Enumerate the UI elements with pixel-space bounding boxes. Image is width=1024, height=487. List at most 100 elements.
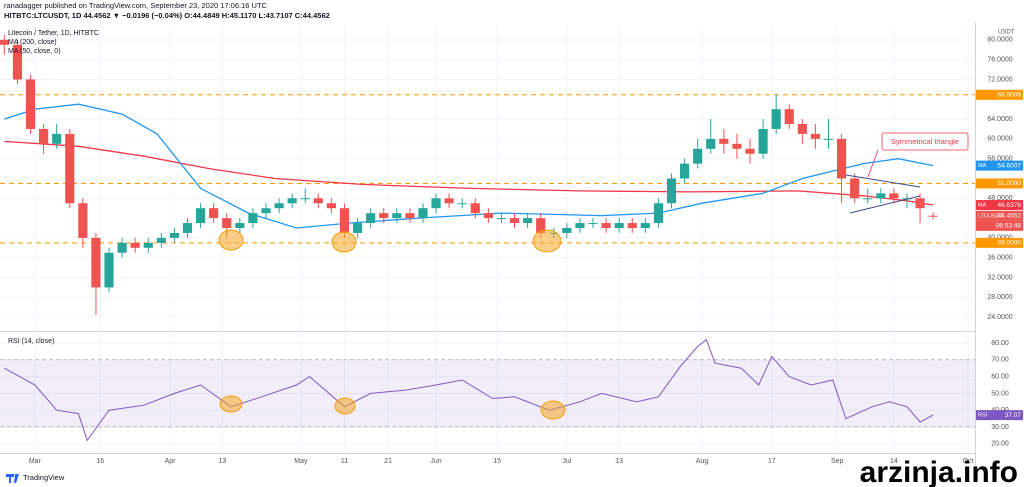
candle-body xyxy=(287,198,297,204)
x-tick-label: 17 xyxy=(768,458,776,465)
y-tick-label: 56.0000 xyxy=(987,156,1012,163)
candle-body xyxy=(366,213,376,224)
y-tick-label: 72.0000 xyxy=(987,76,1012,83)
highlight-circle xyxy=(540,400,566,420)
price-tag-value: 51.0000 xyxy=(998,180,1022,187)
x-tick-label: Sep xyxy=(831,458,844,465)
candle-body xyxy=(235,223,245,229)
x-tick-label: 15 xyxy=(493,458,501,465)
countdown-box xyxy=(976,220,1023,231)
candle-body xyxy=(392,213,402,219)
highlight-circle xyxy=(219,395,243,413)
watermark: arzinja.info xyxy=(860,456,1018,487)
candle-body xyxy=(78,203,88,238)
candle-body xyxy=(653,203,664,224)
candle-body xyxy=(431,198,441,209)
candle-body xyxy=(143,242,153,248)
candle-body xyxy=(169,232,179,238)
y-tick-label: 36.0000 xyxy=(987,255,1012,262)
axis-unit: USDT xyxy=(998,30,1015,36)
candle-body xyxy=(130,242,140,248)
candle-body xyxy=(209,208,219,219)
price-tag xyxy=(976,410,1023,421)
candle-body xyxy=(117,242,127,253)
price-tag xyxy=(976,200,1023,211)
candle-body xyxy=(352,223,363,233)
y-tick-label: 70.00 xyxy=(991,357,1009,364)
legend-entry: MA (50, close, 0) xyxy=(8,48,61,55)
highlight-circle xyxy=(218,229,244,251)
brand-name: TradingView xyxy=(23,473,65,482)
y-tick-label: 24.0000 xyxy=(987,314,1012,321)
rsi-band xyxy=(0,359,975,427)
candle-body xyxy=(313,198,323,204)
candle-body xyxy=(523,218,533,224)
candle-body xyxy=(719,138,729,144)
candle-body xyxy=(823,138,834,140)
candle-body xyxy=(12,44,23,80)
brand-logo xyxy=(6,474,19,483)
candle-body xyxy=(418,208,428,219)
candle-body xyxy=(889,193,899,199)
y-tick-label: 60.00 xyxy=(991,373,1009,380)
candle-body xyxy=(274,203,284,209)
candle-body xyxy=(496,218,507,220)
candle-body xyxy=(562,228,572,233)
x-tick-label: 13 xyxy=(218,458,226,465)
candle-body xyxy=(405,213,415,219)
y-tick-label: 30.00 xyxy=(991,424,1009,431)
legend-entry: MA (200, close) xyxy=(8,39,57,46)
price-tag xyxy=(976,237,1023,248)
highlight-circle xyxy=(334,397,356,415)
triangle-line xyxy=(845,174,921,188)
y-tick-label: 48.0000 xyxy=(987,195,1012,202)
candle-body xyxy=(601,223,611,229)
candle-body xyxy=(915,198,925,209)
candle-body xyxy=(104,252,114,288)
price-axis: USDT 80.0000 76.0000 72.0000 64.0000 60.0000… xyxy=(29,22,1024,470)
candle-body xyxy=(509,218,520,224)
candle-body xyxy=(457,203,467,205)
candle-body xyxy=(797,124,807,134)
y-tick-label: 20.00 xyxy=(991,441,1009,448)
candle-body xyxy=(300,198,310,200)
y-tick-label: 50.00 xyxy=(991,390,1009,397)
quote: HITBTC:LTCUSDT, 1D 44.4562 ▼ −0.0196 (−0… xyxy=(4,11,330,20)
candle-body xyxy=(0,39,9,45)
candle-body xyxy=(575,223,585,229)
candle-body xyxy=(65,133,75,204)
candle-body xyxy=(339,208,350,233)
candle-body xyxy=(693,148,703,164)
x-tick-label: 13 xyxy=(615,458,623,465)
price-tag-value: 46.6376 xyxy=(998,202,1022,209)
x-tick-label: Apr xyxy=(165,458,177,465)
price-tag-name: RSI xyxy=(978,413,988,419)
price-tag-value: 44.4562 xyxy=(998,213,1022,220)
candle-body xyxy=(836,138,847,179)
candle-body xyxy=(680,163,690,179)
candle-body xyxy=(784,109,794,125)
candle-body xyxy=(470,203,480,214)
pane-title: Litecoin / Tether, 1D, HITBTC xyxy=(8,30,99,37)
candle-body xyxy=(706,138,716,149)
price-tag-value: 37.07 xyxy=(1005,412,1022,419)
y-tick-label: 32.0000 xyxy=(987,274,1012,281)
candle-body xyxy=(444,198,454,204)
y-tick-label: 80.00 xyxy=(991,340,1009,347)
candle-body xyxy=(536,218,546,233)
candle-body xyxy=(876,193,886,199)
candle-body xyxy=(248,213,258,224)
y-tick-label: 64.0000 xyxy=(987,116,1012,123)
candle-body xyxy=(39,128,49,144)
price-tag xyxy=(976,178,1023,189)
candle-body xyxy=(640,223,650,229)
candle-body xyxy=(326,203,336,209)
y-tick-label: 80.0000 xyxy=(987,37,1012,44)
publisher: ranadagger published on TradingView.com,… xyxy=(4,1,268,10)
candle-body xyxy=(745,148,755,154)
candle-body xyxy=(156,237,166,243)
candle-body xyxy=(52,133,62,144)
x-tick-label: 14 xyxy=(890,458,898,465)
